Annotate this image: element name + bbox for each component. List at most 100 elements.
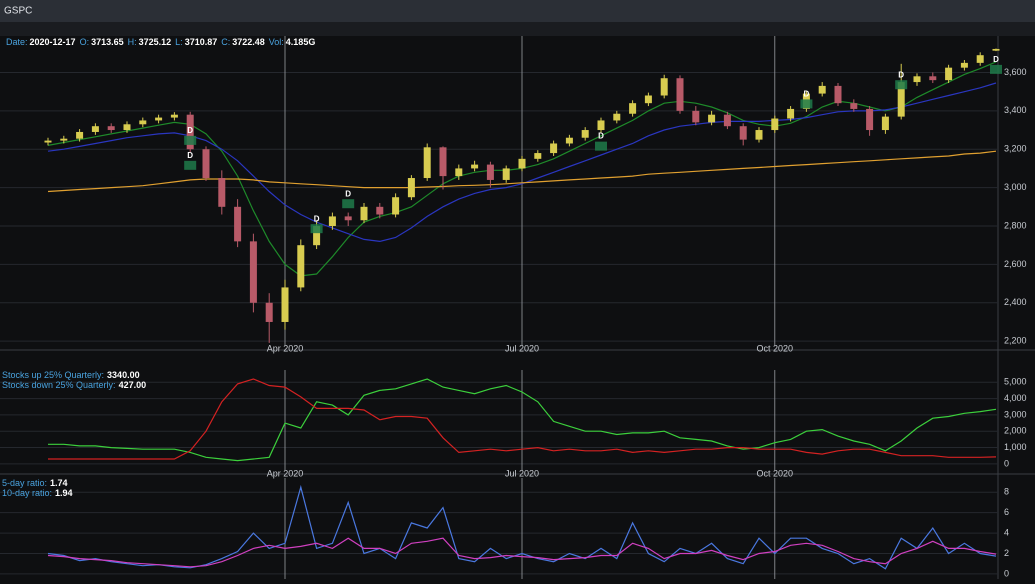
candle-body bbox=[613, 113, 621, 121]
y-tick-label: 3,000 bbox=[1004, 182, 1027, 192]
annotation: D bbox=[187, 151, 193, 160]
legend-label: Stocks down 25% Quarterly: bbox=[2, 380, 116, 390]
annotation-box bbox=[595, 141, 607, 151]
candle-body bbox=[265, 302, 273, 322]
candle-body bbox=[439, 147, 447, 177]
legend-entry: 5-day ratio: 1.74 bbox=[2, 478, 68, 488]
annotation-box bbox=[800, 99, 813, 109]
y-tick-label: 0 bbox=[1004, 568, 1009, 578]
annotation: D bbox=[345, 189, 351, 198]
y-tick-label: 2,800 bbox=[1004, 220, 1027, 230]
candle-body bbox=[739, 126, 747, 140]
y-tick-label: 2,400 bbox=[1004, 297, 1027, 307]
y-tick-label: 2 bbox=[1004, 548, 1009, 558]
candle-body bbox=[676, 78, 684, 111]
info-label: Date: bbox=[6, 37, 28, 47]
legend-entry: 10-day ratio: 1.94 bbox=[2, 488, 73, 498]
candle-body bbox=[297, 245, 305, 288]
annotation: D bbox=[993, 55, 999, 64]
candle-body bbox=[313, 226, 321, 246]
y-tick-label: 3,400 bbox=[1004, 105, 1027, 115]
y-tick-label: 0 bbox=[1004, 458, 1009, 468]
x-tick-label: Jul 2020 bbox=[505, 343, 539, 353]
candle-body bbox=[866, 108, 874, 131]
series-line bbox=[47, 537, 997, 568]
candle-body bbox=[929, 76, 937, 81]
x-tick-label: Oct 2020 bbox=[757, 343, 794, 353]
candle-body bbox=[565, 137, 573, 144]
candle-body bbox=[502, 168, 510, 180]
series-line bbox=[47, 82, 997, 243]
candle-body bbox=[455, 168, 463, 177]
candle-body bbox=[281, 287, 289, 322]
x-tick-label: Apr 2020 bbox=[267, 343, 304, 353]
candle-body bbox=[834, 85, 842, 104]
candle-body bbox=[360, 206, 368, 221]
candle-body bbox=[170, 114, 178, 118]
candle-body bbox=[913, 76, 921, 83]
candle-body bbox=[486, 164, 494, 180]
y-tick-label: 4,000 bbox=[1004, 393, 1027, 403]
candle-body bbox=[534, 153, 542, 159]
candle-body bbox=[708, 114, 716, 123]
candle-body bbox=[155, 117, 163, 121]
candle-body bbox=[660, 78, 668, 96]
candle-body bbox=[123, 124, 131, 131]
annotation-box bbox=[342, 199, 355, 209]
candle-body bbox=[755, 130, 763, 140]
y-tick-label: 3,200 bbox=[1004, 144, 1027, 154]
candle-body bbox=[960, 62, 968, 68]
candle-body bbox=[881, 116, 889, 131]
candle-body bbox=[234, 206, 242, 242]
info-value: 3722.48 bbox=[232, 37, 265, 47]
candle-body bbox=[44, 140, 52, 143]
y-tick-label: 2,000 bbox=[1004, 426, 1027, 436]
candle-body bbox=[629, 103, 637, 114]
candle-body bbox=[249, 241, 257, 303]
candle-body bbox=[644, 95, 652, 104]
legend-entry: Stocks up 25% Quarterly: 3340.00 bbox=[2, 370, 140, 380]
title-bar bbox=[0, 0, 1035, 22]
candle-body bbox=[818, 85, 826, 94]
candle-body bbox=[771, 118, 779, 131]
info-label: L: bbox=[175, 37, 183, 47]
y-tick-label: 4 bbox=[1004, 527, 1009, 537]
window-title: GSPC bbox=[4, 6, 32, 17]
candle-body bbox=[787, 108, 795, 119]
info-label: O: bbox=[80, 37, 90, 47]
legend-value: 1.74 bbox=[50, 478, 68, 488]
annotation-box bbox=[990, 64, 1002, 74]
info-value: 3725.12 bbox=[139, 37, 172, 47]
candle-body bbox=[139, 120, 147, 125]
candle-body bbox=[407, 178, 415, 198]
annotation-box bbox=[310, 224, 323, 234]
candle-body bbox=[392, 197, 400, 215]
annotation: D bbox=[598, 132, 604, 141]
info-value: 3713.65 bbox=[91, 37, 124, 47]
annotation: D bbox=[187, 126, 193, 135]
candle-body bbox=[723, 114, 731, 127]
y-tick-label: 1,000 bbox=[1004, 442, 1027, 452]
legend-value: 1.94 bbox=[55, 488, 73, 498]
candle-body bbox=[692, 110, 700, 123]
candle-body bbox=[550, 143, 558, 154]
x-tick-label: Apr 2020 bbox=[267, 468, 304, 478]
legend-label: Stocks up 25% Quarterly: bbox=[2, 370, 104, 380]
candle-body bbox=[344, 216, 352, 221]
candle-body bbox=[376, 206, 384, 215]
toolbar bbox=[0, 22, 1035, 36]
info-value: 2020-12-17 bbox=[30, 37, 76, 47]
info-line: Date: 2020-12-17 O: 3713.65 H: 3725.12 L: 3710.… bbox=[6, 37, 315, 47]
candle-body bbox=[60, 138, 68, 141]
legend-value: 427.00 bbox=[119, 380, 147, 390]
annotation: D bbox=[898, 70, 904, 79]
annotation-box bbox=[895, 80, 908, 90]
annotation-box bbox=[184, 160, 197, 170]
candle-body bbox=[218, 178, 226, 207]
candle-body bbox=[518, 158, 526, 169]
legend-entry: Stocks down 25% Quarterly: 427.00 bbox=[2, 380, 146, 390]
candle-body bbox=[186, 114, 194, 150]
x-tick-label: Oct 2020 bbox=[757, 468, 794, 478]
x-tick-label: Jul 2020 bbox=[505, 468, 539, 478]
